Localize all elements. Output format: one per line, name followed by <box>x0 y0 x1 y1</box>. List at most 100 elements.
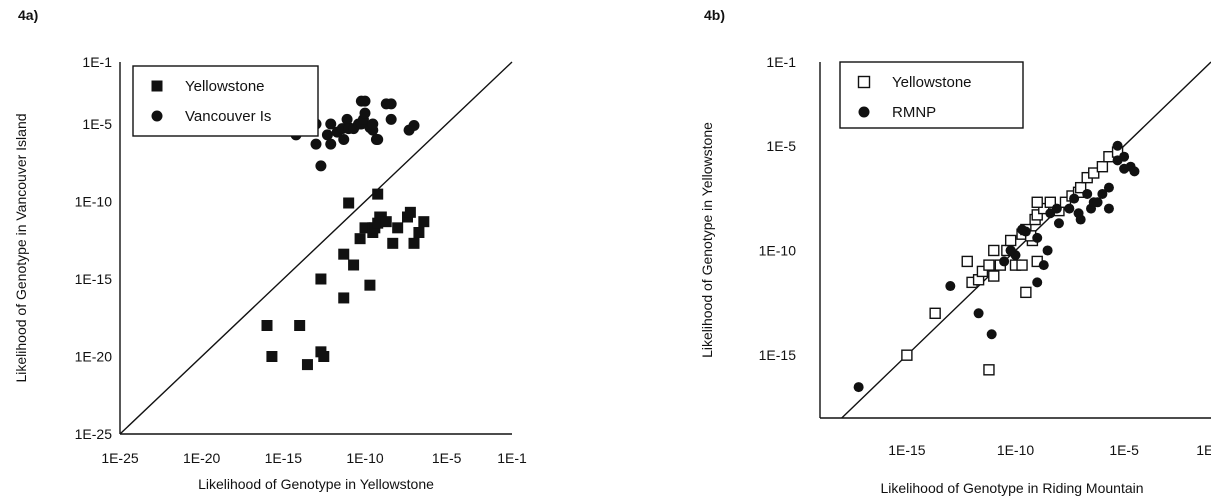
legend-marker <box>858 106 870 118</box>
data-point <box>976 265 989 278</box>
y-tick-label: 1E-1 <box>82 54 112 70</box>
data-point <box>1016 259 1028 271</box>
data-point <box>1005 245 1016 256</box>
data-point <box>392 222 404 234</box>
data-point <box>354 233 366 245</box>
data-point <box>315 273 327 285</box>
data-point <box>945 281 956 292</box>
data-point <box>961 255 973 268</box>
x-axis-title: Likelihood of Genotype in Yellowstone <box>198 476 434 492</box>
data-point <box>338 292 350 304</box>
x-tick-label: 1E-10 <box>997 442 1035 458</box>
legend-entry: Yellowstone <box>892 74 972 91</box>
data-point <box>1103 182 1114 193</box>
data-point <box>1032 232 1043 243</box>
y-axis-title: Likelihood of Genotype in Vancouver Isla… <box>13 113 29 382</box>
data-point <box>1020 286 1032 299</box>
y-tick-label: 1E-15 <box>75 271 113 287</box>
data-point <box>1032 277 1043 288</box>
data-point <box>853 382 864 393</box>
legend: Yellowstone Vancouver Is <box>132 65 319 137</box>
data-point <box>359 107 371 119</box>
legend-marker <box>151 110 163 122</box>
data-point <box>929 307 941 319</box>
data-point <box>318 351 330 362</box>
data-point <box>1044 196 1057 208</box>
series-1 <box>853 140 1140 393</box>
x-tick-label: 1E-15 <box>888 442 926 458</box>
x-tick-label: 1E-25 <box>101 450 139 466</box>
x-tick-label: 1E-20 <box>183 450 221 466</box>
x-tick-label: 1E-15 <box>265 450 303 466</box>
data-point <box>408 237 420 249</box>
x-tick-label: 1E-1 <box>1196 442 1211 458</box>
y-axis-title: Likelihood of Genotype in Yellowstone <box>699 122 715 358</box>
data-point <box>341 113 353 125</box>
data-point <box>266 351 278 362</box>
data-point <box>1082 188 1093 199</box>
data-point <box>986 329 997 340</box>
series-0 <box>261 188 430 371</box>
data-point <box>367 118 379 130</box>
data-point <box>404 206 416 218</box>
data-point <box>1129 166 1140 177</box>
data-point <box>310 138 322 150</box>
diagonal-line <box>119 61 513 435</box>
data-point <box>325 138 337 150</box>
legend-entry: Vancouver Is <box>185 108 271 125</box>
legend-entry: RMNP <box>892 104 936 121</box>
y-tick-label: 1E-10 <box>75 194 113 210</box>
data-point <box>1031 196 1043 208</box>
data-point <box>359 222 371 234</box>
data-point <box>338 134 350 145</box>
legend-box <box>132 65 319 137</box>
y-tick-label: 1E-5 <box>766 138 796 154</box>
data-point <box>973 308 984 319</box>
data-point <box>1004 234 1017 247</box>
data-point <box>261 320 273 331</box>
data-point <box>364 279 376 291</box>
x-tick-label: 1E-5 <box>432 450 462 466</box>
data-point <box>387 237 399 249</box>
data-point <box>1031 209 1043 221</box>
data-point <box>1112 140 1123 151</box>
data-point <box>1017 224 1028 235</box>
data-point <box>359 95 371 107</box>
chart-panel-a: 4a) 1E-25 1E-20 1E-15 1E-10 1E-5 1E-1 1E-25 1E-2… <box>13 7 527 492</box>
data-point <box>301 359 313 371</box>
legend: Yellowstone RMNP <box>839 61 1024 129</box>
data-point <box>1073 208 1084 219</box>
data-point <box>983 259 995 271</box>
data-point <box>325 118 337 130</box>
y-tick-label: 1E-5 <box>82 116 112 132</box>
data-point <box>988 244 1000 257</box>
series-0 <box>901 146 1124 376</box>
data-point <box>338 248 350 260</box>
data-point <box>418 216 430 228</box>
panel-label: 4a) <box>18 7 38 23</box>
data-point <box>1074 181 1087 194</box>
panel-label: 4b) <box>704 7 725 23</box>
data-point <box>1119 163 1130 174</box>
y-tick-label: 1E-20 <box>75 349 113 365</box>
y-tick-label: 1E-1 <box>766 54 796 70</box>
data-point <box>372 217 384 229</box>
data-point <box>372 134 384 145</box>
data-point <box>1103 203 1114 214</box>
legend-entry: Yellowstone <box>185 78 265 95</box>
data-point <box>1088 167 1100 179</box>
chart-panel-b: 4b) 1E-15 1E-10 1E-5 1E-1 1E-15 1E-10 1E-5 1E-1 L… <box>699 7 1211 496</box>
x-tick-label: 1E-5 <box>1109 442 1139 458</box>
x-tick-label: 1E-10 <box>346 450 384 466</box>
data-point <box>343 197 355 209</box>
data-point <box>1119 151 1130 162</box>
data-point <box>1064 203 1075 214</box>
data-point <box>408 120 420 132</box>
legend-box <box>839 61 1024 129</box>
data-point <box>901 349 913 361</box>
data-point <box>1097 188 1108 199</box>
y-tick-label: 1E-25 <box>75 426 113 442</box>
data-point <box>294 320 306 331</box>
data-point <box>1092 197 1103 208</box>
